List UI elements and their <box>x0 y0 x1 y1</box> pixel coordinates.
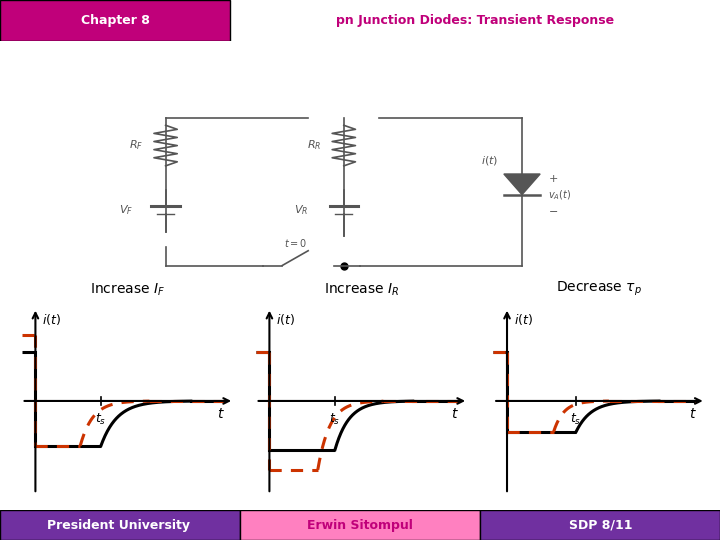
Text: $t_s$: $t_s$ <box>95 411 107 427</box>
Text: Decrease $\tau_p$: Decrease $\tau_p$ <box>557 280 642 299</box>
Text: Increase $I_R$: Increase $I_R$ <box>324 282 400 299</box>
Text: SDP 8/11: SDP 8/11 <box>570 518 633 532</box>
Text: $v_A(t)$: $v_A(t)$ <box>548 188 571 202</box>
Text: $-$: $-$ <box>548 205 558 215</box>
Text: $R_R$: $R_R$ <box>307 139 322 152</box>
Text: $i(t)$: $i(t)$ <box>481 154 498 167</box>
Text: $V_F$: $V_F$ <box>119 203 133 217</box>
Text: $V_R$: $V_R$ <box>294 203 308 217</box>
Text: Chapter 8: Chapter 8 <box>81 14 150 27</box>
Text: $t=0$: $t=0$ <box>284 237 307 249</box>
FancyBboxPatch shape <box>0 0 230 40</box>
Text: Increase $I_F$: Increase $I_F$ <box>90 282 166 299</box>
Text: $t$: $t$ <box>689 407 697 421</box>
Text: $i(t)$: $i(t)$ <box>42 312 61 327</box>
Text: $i(t)$: $i(t)$ <box>514 312 533 327</box>
Text: $+$: $+$ <box>548 173 558 184</box>
Text: pn Junction Diodes: Transient Response: pn Junction Diodes: Transient Response <box>336 14 614 27</box>
FancyBboxPatch shape <box>240 510 480 540</box>
Text: President University: President University <box>48 518 190 532</box>
Text: $i(t)$: $i(t)$ <box>276 312 295 327</box>
Text: $t$: $t$ <box>217 407 225 421</box>
Text: $t_s$: $t_s$ <box>570 411 582 427</box>
FancyBboxPatch shape <box>0 510 240 540</box>
Text: $t_s$: $t_s$ <box>329 411 341 427</box>
Text: $t$: $t$ <box>451 407 459 421</box>
Text: $R_F$: $R_F$ <box>130 139 143 152</box>
Text: Erwin Sitompul: Erwin Sitompul <box>307 518 413 532</box>
FancyBboxPatch shape <box>480 510 720 540</box>
Text: Examples $\it{i}$-$\it{t}$ transient: Examples $\it{i}$-$\it{t}$ transient <box>205 45 515 73</box>
Polygon shape <box>504 174 540 194</box>
